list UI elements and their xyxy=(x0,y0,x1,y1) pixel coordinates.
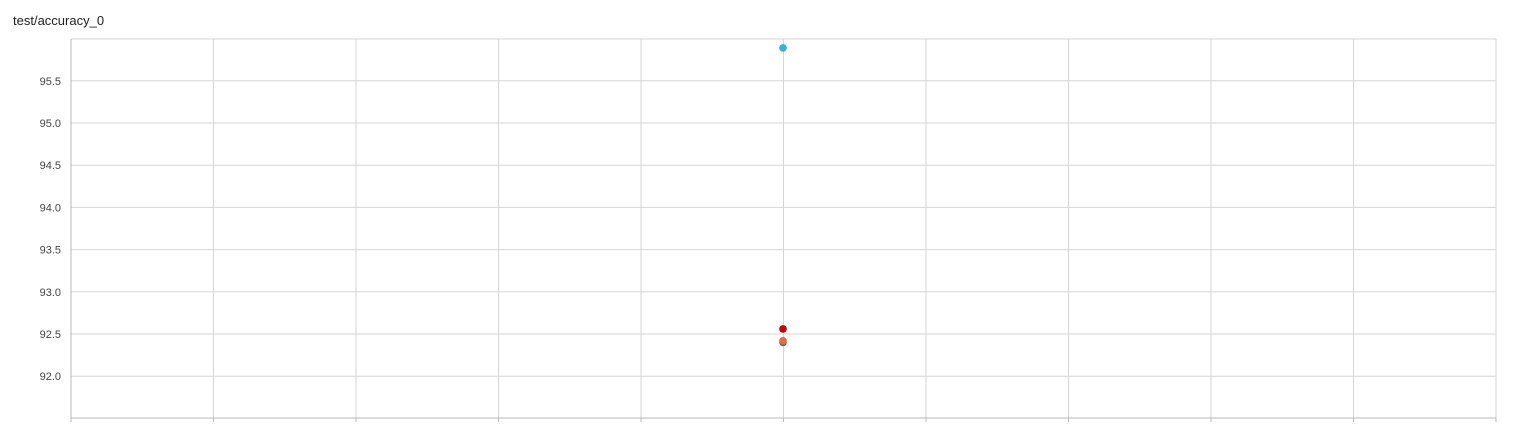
y-tick-label: 95.0 xyxy=(40,118,61,130)
horizontal-gridlines xyxy=(71,38,1496,377)
y-tick-label: 93.5 xyxy=(40,245,61,257)
y-tick-label: 94.0 xyxy=(40,202,61,214)
y-tick-label: 95.5 xyxy=(40,76,61,88)
chart-title: test/accuracy_0 xyxy=(13,13,105,28)
data-point[interactable] xyxy=(779,336,787,345)
axes xyxy=(70,39,1497,422)
data-points[interactable] xyxy=(779,44,787,347)
data-point[interactable] xyxy=(779,325,787,333)
data-point[interactable] xyxy=(779,44,787,52)
y-tick-label: 94.5 xyxy=(40,160,61,172)
y-tick-label: 92.0 xyxy=(40,371,61,383)
vertical-gridlines xyxy=(70,39,1497,418)
y-tick-label: 92.5 xyxy=(40,329,61,341)
y-tick-labels: 92.0 92.5 93.0 93.5 94.0 94.5 95.0 95.5 xyxy=(40,76,61,383)
y-tick-label: 93.0 xyxy=(40,287,61,299)
